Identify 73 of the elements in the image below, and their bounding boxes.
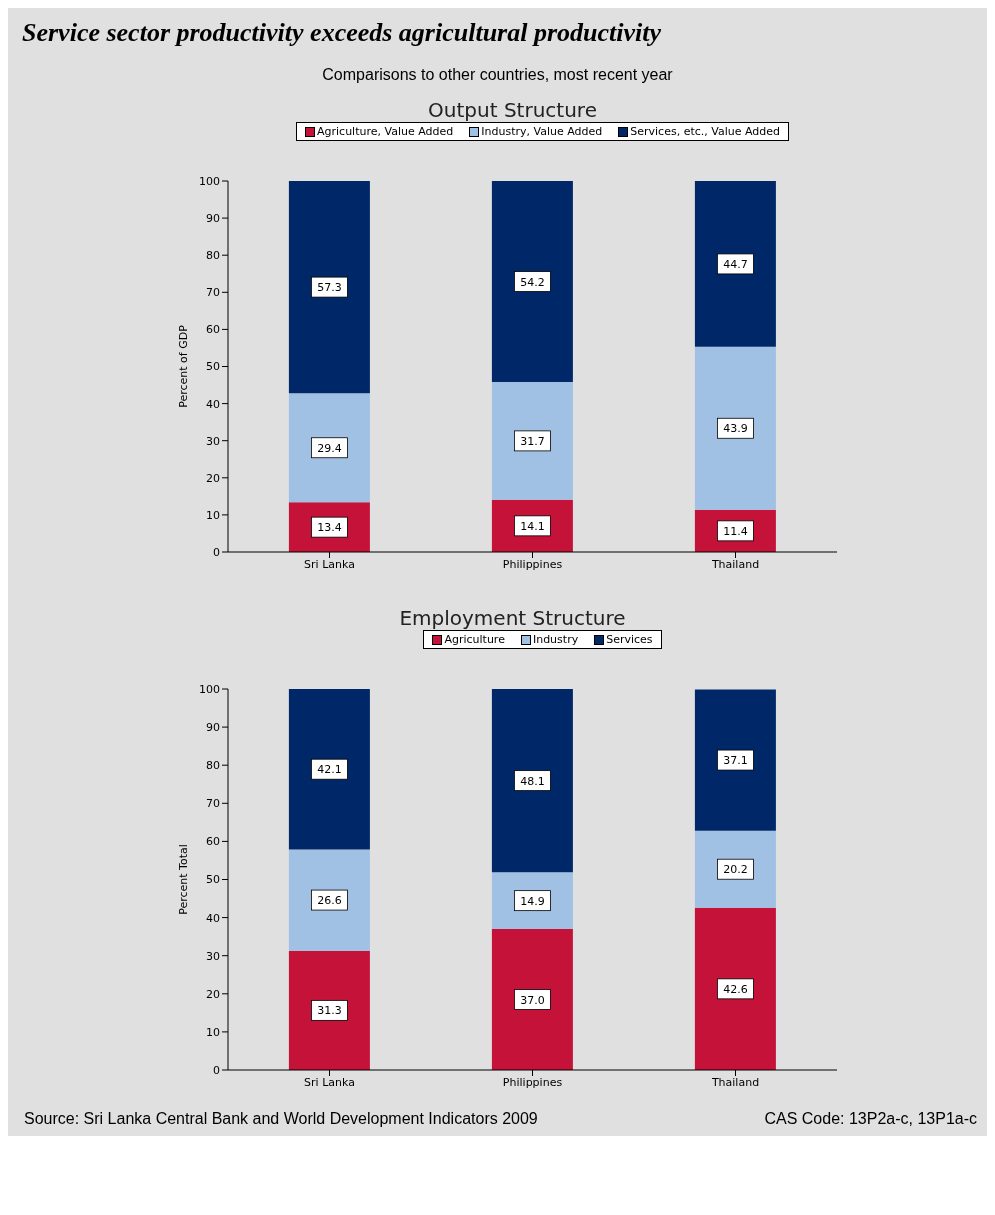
legend-label: Services — [605, 633, 653, 646]
y-tick-label: 90 — [206, 721, 220, 735]
data-label: 13.4 — [317, 521, 342, 535]
y-tick-label: 20 — [206, 471, 220, 485]
data-label: 20.2 — [723, 863, 748, 877]
y-tick-label: 90 — [206, 212, 220, 226]
legend-label: Services, etc., Value Added — [629, 125, 780, 138]
y-tick-label: 0 — [213, 545, 220, 559]
data-label: 54.2 — [520, 275, 545, 289]
y-tick-label: 30 — [206, 434, 220, 448]
y-tick-label: 50 — [206, 360, 220, 374]
legend-label: Agriculture — [443, 633, 505, 646]
y-axis-title: Percent of GDP — [176, 324, 190, 408]
legend-label: Agriculture, Value Added — [316, 125, 454, 138]
data-label: 42.1 — [317, 763, 342, 777]
y-tick-label: 50 — [206, 873, 220, 887]
bar — [288, 181, 370, 394]
chart-title: Output Structure — [427, 98, 598, 122]
data-label: 48.1 — [520, 774, 545, 788]
text: Comparisons to other countries, most recent year — [321, 66, 674, 84]
y-tick-label: 60 — [206, 835, 220, 849]
data-label: 11.4 — [723, 524, 748, 538]
x-tick-label: Thailand — [710, 1075, 760, 1089]
x-tick-label: Philippines — [502, 1075, 563, 1089]
y-tick-label: 60 — [206, 323, 220, 337]
y-tick-label: 40 — [206, 911, 220, 925]
bar — [694, 907, 776, 1070]
bar — [288, 950, 370, 1070]
x-tick-label: Thailand — [710, 557, 760, 571]
x-tick-label: Sri Lanka — [304, 557, 355, 571]
source-note: Source: Sri Lanka Central Bank and World Development Indicators 2009 — [24, 1110, 538, 1128]
bar — [491, 382, 573, 500]
bar — [694, 346, 776, 510]
bar — [491, 181, 573, 383]
text: CAS Code: 13P2a-c, 13P1a-c — [764, 1110, 977, 1128]
bar — [288, 393, 370, 503]
data-label: 31.7 — [520, 434, 545, 448]
data-label: 14.1 — [520, 519, 545, 533]
data-label: 57.3 — [317, 281, 342, 295]
data-label: 31.3 — [317, 1004, 342, 1018]
bar — [694, 181, 776, 347]
bar — [694, 689, 776, 831]
data-label: 44.7 — [723, 257, 748, 271]
y-tick-label: 10 — [206, 1025, 220, 1039]
bar — [491, 929, 573, 1070]
bar — [491, 689, 573, 873]
data-label: 43.9 — [723, 422, 748, 436]
y-axis-title: Percent Total — [176, 844, 190, 915]
bar — [288, 689, 370, 850]
y-tick-label: 70 — [206, 286, 220, 300]
legend-label: Industry — [531, 633, 579, 646]
text: Service sector productivity exceeds agricultural productivity — [22, 18, 663, 48]
y-tick-label: 0 — [213, 1063, 220, 1077]
y-tick-label: 100 — [199, 174, 220, 188]
data-label: 29.4 — [317, 441, 342, 455]
bar — [288, 849, 370, 951]
data-label: 42.6 — [723, 982, 748, 996]
y-tick-label: 40 — [206, 397, 220, 411]
y-tick-label: 20 — [206, 987, 220, 1001]
data-label: 26.6 — [317, 894, 342, 908]
legend-label: Industry, Value Added — [480, 125, 603, 138]
x-tick-label: Philippines — [502, 557, 563, 571]
y-tick-label: 100 — [199, 682, 220, 696]
x-tick-label: Sri Lanka — [304, 1075, 355, 1089]
y-tick-label: 10 — [206, 508, 220, 522]
chart-title: Employment Structure — [398, 606, 627, 630]
y-tick-label: 80 — [206, 759, 220, 773]
data-label: 14.9 — [520, 894, 545, 908]
data-label: 37.0 — [520, 993, 545, 1007]
data-label: 37.1 — [723, 754, 748, 768]
y-tick-label: 80 — [206, 249, 220, 263]
y-tick-label: 70 — [206, 797, 220, 811]
y-tick-label: 30 — [206, 949, 220, 963]
